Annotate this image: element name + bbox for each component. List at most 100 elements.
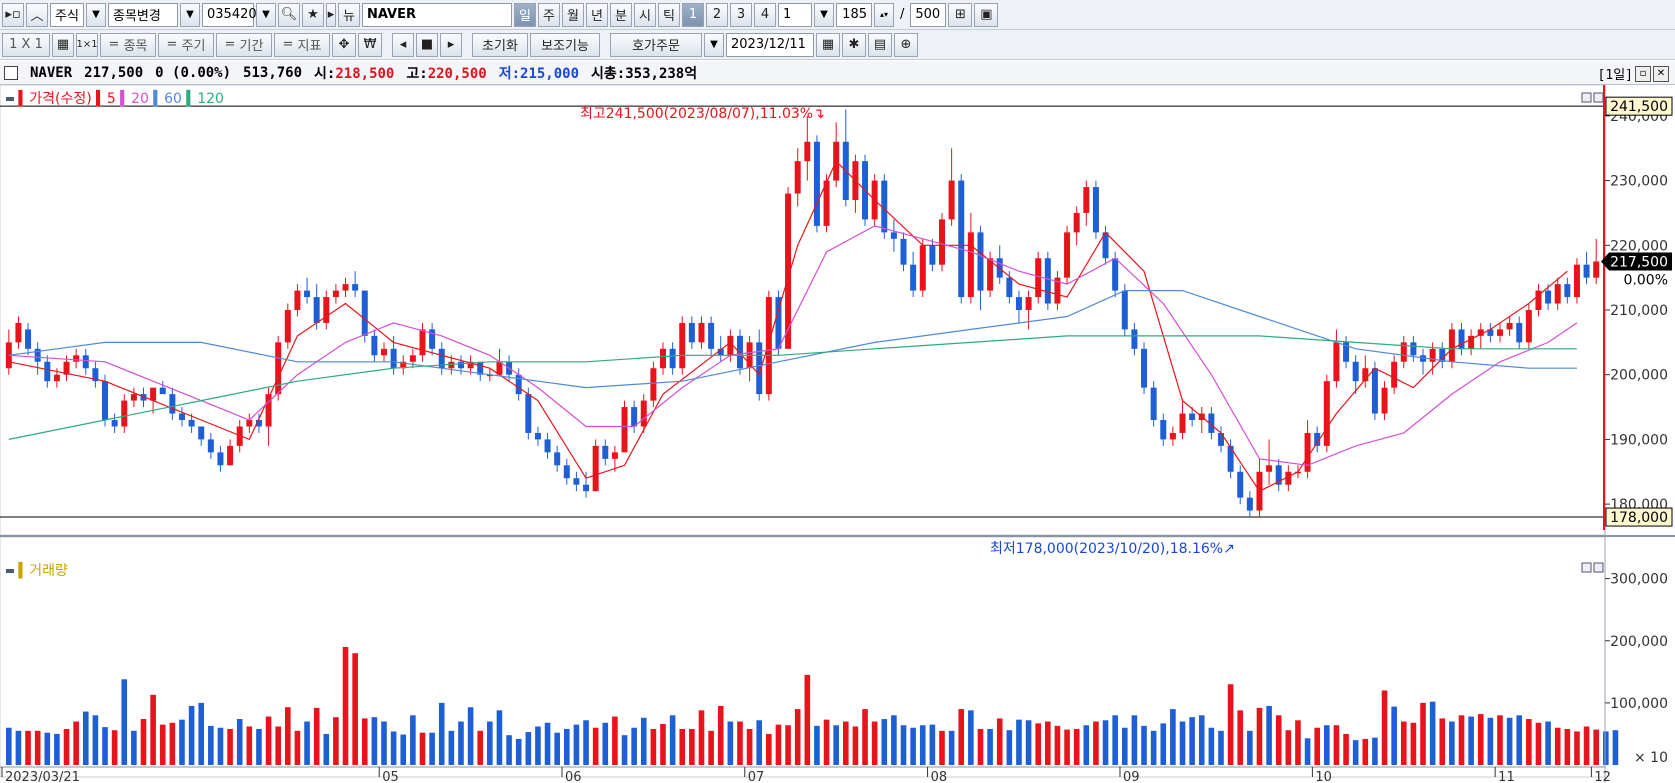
volume-bar [208,725,214,765]
single-view-icon[interactable]: 1×1 [76,32,98,57]
info-open-label: 시: [314,65,336,82]
add-window-icon[interactable]: ⊞ [948,2,973,27]
volume-bar [458,721,464,765]
candle-body [255,420,262,427]
volume-bar [583,720,589,765]
info-high-value: 220,500 [427,65,487,82]
candle [1237,465,1244,505]
volume-bar [631,727,637,765]
stock-code-dropdown-icon[interactable]: ▼ [256,2,276,27]
candle [400,355,407,375]
volume-bar [1083,725,1090,765]
next-icon[interactable]: ▸ [440,32,462,57]
reset-button[interactable]: 초기화 [472,32,528,57]
candle [717,335,724,362]
period-year-tab[interactable]: 년 [586,2,608,27]
table-icon[interactable]: ▤ [868,32,892,57]
candle-body [534,432,541,440]
chart-area[interactable]: 180,000190,000200,000210,000220,000230,0… [0,85,1675,783]
candle-body [1564,284,1571,298]
candle-body [1217,432,1224,446]
volume-tick-label: 300,000 [1610,572,1668,588]
stock-code-input[interactable]: 035420 [202,2,257,27]
zoom-icon[interactable]: ⊕ [894,32,918,57]
stock-checkbox[interactable] [4,65,18,80]
candle-body [1352,361,1359,382]
volume-bar [746,728,753,765]
indicator-settings-button[interactable]: = 지표 [274,32,330,57]
stock-settings-button[interactable]: = 종목 [100,32,156,57]
save-icon[interactable]: ▣ [974,2,999,27]
candle-body [207,439,214,453]
cycle-settings-button[interactable]: = 주기 [158,32,214,57]
restore-window-icon[interactable]: ▫ [1635,65,1651,82]
volume-bar [814,725,820,765]
order-button[interactable]: 호가주문 [610,32,702,57]
candle-body [1150,387,1157,420]
price-tick-label: 230,000 [1610,174,1668,190]
interval-dropdown-icon[interactable]: ▼ [814,2,834,27]
gear-icon[interactable]: ✱ [842,32,866,57]
interval-4-button[interactable]: 4 [754,2,776,27]
candle-body [275,342,282,395]
stop-icon[interactable]: ■ [416,32,438,57]
volume-bar [1516,715,1523,765]
candle [1150,381,1157,427]
x-tick-label: 11 [1498,770,1515,783]
candle-body [1420,355,1427,362]
search-icon[interactable]: 🔍︎ [278,2,300,27]
grid-icon[interactable]: ▦ [52,32,74,57]
interval-2-button[interactable]: 2 [706,2,728,27]
volume-bar [140,719,147,765]
volume-bar [881,719,888,765]
order-dropdown-icon[interactable]: ▼ [704,32,724,57]
market-select[interactable]: 주식 [50,2,84,27]
candle-body [332,290,339,298]
aux-function-button[interactable]: 보조기능 [530,32,600,57]
candle [1573,258,1580,304]
news-button[interactable]: 뉴 [338,2,360,27]
ma20-line [8,225,1578,466]
prev-icon[interactable]: ◂ [392,32,414,57]
candle-body [813,141,820,226]
chevron-up-icon[interactable]: ︿ [26,2,48,27]
candle-body [390,348,397,369]
currency-button[interactable]: ₩ [358,32,382,57]
period-day-tab[interactable]: 일 [514,2,536,27]
layout-button[interactable]: 1 X 1 [2,32,50,57]
volume-bar [698,710,705,765]
date-input[interactable]: 2023/12/11 [726,32,814,57]
market-dropdown-icon[interactable]: ▼ [86,2,106,27]
close-window-icon[interactable]: ✕ [1653,65,1669,82]
count-stepper[interactable]: ▴▾ [874,2,894,27]
candle-body [679,322,686,369]
panel-toggle-button[interactable]: ▸▫ [2,2,24,27]
candle [554,445,561,472]
favorite-star-icon[interactable]: ★ [302,2,324,27]
stock-change-dropdown-icon[interactable]: ▼ [180,2,200,27]
candle [1352,355,1359,395]
move-icon[interactable]: ✥ [332,32,356,57]
candle [1448,322,1455,369]
price-pane-frame [0,85,1606,536]
volume-bar [1420,702,1426,765]
candle [948,148,955,226]
candle [1121,284,1128,336]
candle-body [1496,329,1503,336]
interval-1-button[interactable]: 1 [682,2,704,27]
count-input[interactable]: 185 [836,2,872,27]
stock-change-select[interactable]: 종목변경 [108,2,178,27]
period-settings-button[interactable]: = 기간 [216,32,272,57]
period-tick-tab[interactable]: 틱 [658,2,680,27]
candle [361,290,368,343]
period-month-tab[interactable]: 월 [562,2,584,27]
interval-3-button[interactable]: 3 [730,2,752,27]
calendar-icon[interactable]: ▦ [816,32,840,57]
period-minute-tab[interactable]: 분 [610,2,632,27]
period-hour-tab[interactable]: 시 [634,2,656,27]
period-week-tab[interactable]: 주 [538,2,560,27]
interval-input[interactable]: 1 [778,2,812,27]
arrow-right-icon[interactable]: ▸ [326,2,336,27]
candle [1083,180,1090,226]
candle-body [1448,329,1455,362]
